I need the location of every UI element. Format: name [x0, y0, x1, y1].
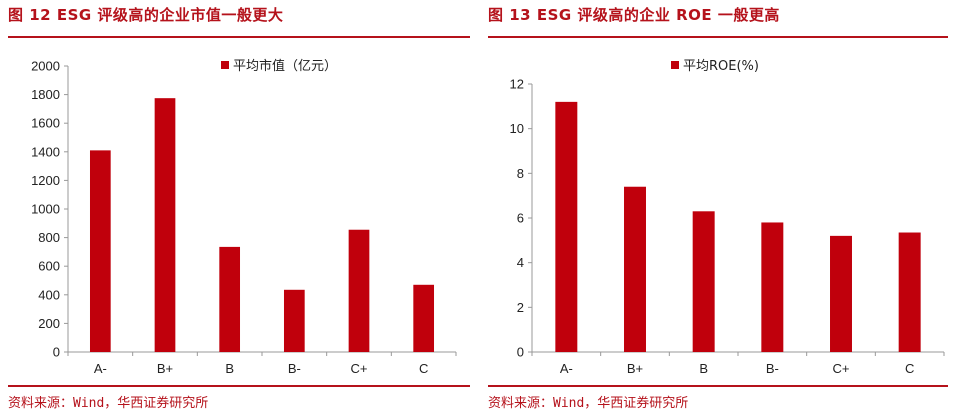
- y-tick-label: 1400: [31, 144, 60, 159]
- legend-label: 平均ROE(%): [683, 59, 759, 74]
- market-cap-chart: 0 200 400 600 800 1000 1200 1400 1600 1800 2000 A- B…: [31, 58, 457, 376]
- x-tick-label: B+: [157, 361, 173, 376]
- x-tick-label: B-: [766, 361, 779, 376]
- bar: [283, 289, 305, 352]
- bar: [348, 229, 370, 352]
- y-tick-label: 400: [38, 287, 60, 302]
- y-tick-label: 1800: [31, 87, 60, 102]
- chart-panel-roe: 图 13 ESG 评级高的企业 ROE 一般更高 0 2 4 6 8 10 12 A- B+ B B…: [488, 0, 948, 420]
- bar: [89, 150, 111, 352]
- chart-title: 图 13 ESG 评级高的企业 ROE 一般更高: [488, 6, 780, 24]
- x-tick-label: B+: [627, 361, 643, 376]
- bar: [154, 98, 176, 352]
- x-tick-label: C: [905, 361, 914, 376]
- source-note: 资料来源：Wind，华西证券研究所: [8, 396, 209, 411]
- source-note: 资料来源：Wind，华西证券研究所: [488, 396, 689, 411]
- legend-swatch: [671, 61, 679, 69]
- x-tick-label: B: [225, 361, 234, 376]
- bar: [830, 235, 852, 352]
- y-tick-label: 1000: [31, 202, 60, 217]
- bar: [761, 222, 784, 352]
- source-divider: [8, 385, 470, 387]
- y-tick-label: 4: [517, 255, 524, 270]
- bar: [624, 186, 646, 352]
- y-tick-label: 12: [510, 77, 524, 92]
- y-tick-label: 200: [38, 316, 60, 331]
- x-tick-label: A-: [94, 361, 107, 376]
- y-tick-label: 2: [517, 300, 524, 315]
- y-tick-label: 6: [517, 211, 524, 226]
- y-tick-label: 2000: [31, 59, 60, 74]
- title-divider: [488, 36, 948, 38]
- chart-panel-market-cap: 图 12 ESG 评级高的企业市值一般更大 0 200 400 600 800 1000 1…: [8, 0, 470, 420]
- title-divider: [8, 36, 470, 38]
- roe-chart: 0 2 4 6 8 10 12 A- B+ B B- C+ C 平均ROE(%): [510, 59, 945, 376]
- bar: [219, 246, 241, 352]
- x-tick-label: B-: [288, 361, 301, 376]
- x-tick-label: C: [419, 361, 428, 376]
- y-tick-label: 600: [38, 259, 60, 274]
- bar: [555, 101, 578, 352]
- chart-title: 图 12 ESG 评级高的企业市值一般更大: [8, 6, 284, 24]
- legend-label: 平均市值（亿元）: [233, 58, 337, 74]
- y-tick-label: 1600: [31, 116, 60, 131]
- y-tick-label: 800: [38, 230, 60, 245]
- legend-swatch: [221, 61, 229, 69]
- bar: [692, 211, 715, 352]
- y-tick-label: 1200: [31, 173, 60, 188]
- y-tick-label: 0: [517, 345, 524, 360]
- x-tick-label: C+: [833, 361, 850, 376]
- bar: [413, 284, 435, 352]
- x-tick-label: A-: [560, 361, 573, 376]
- source-divider: [488, 385, 948, 387]
- bar: [898, 232, 921, 352]
- x-tick-label: B: [699, 361, 708, 376]
- y-tick-label: 0: [53, 345, 60, 360]
- y-tick-label: 8: [517, 166, 524, 181]
- x-tick-label: C+: [351, 361, 368, 376]
- y-tick-label: 10: [510, 121, 524, 136]
